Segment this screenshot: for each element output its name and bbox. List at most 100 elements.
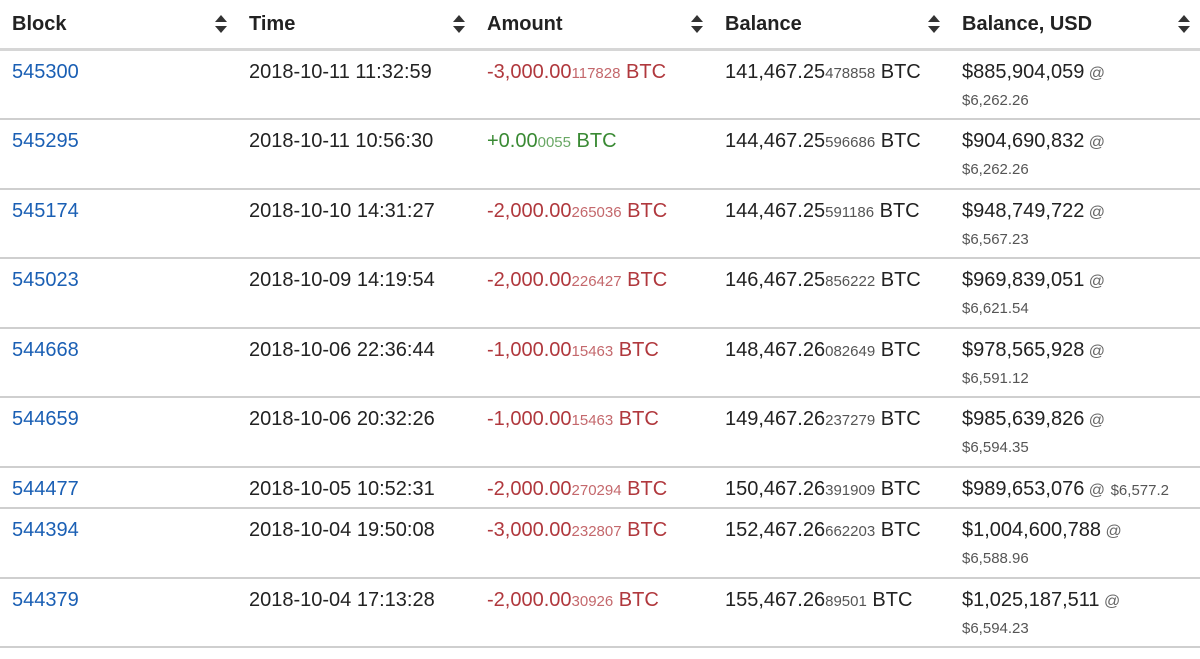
header-balance-usd[interactable]: Balance, USD: [950, 0, 1200, 51]
cell-balance-usd: $989,653,076 @ $6,577.2: [950, 467, 1200, 510]
block-link[interactable]: 544477: [12, 478, 79, 501]
usd-value: $989,653,076: [962, 478, 1085, 501]
cell-balance: 148,467.26082649 BTC: [713, 327, 950, 399]
usd-rate: $6,567.23: [962, 230, 1029, 248]
header-balance[interactable]: Balance: [713, 0, 950, 51]
amount-small-digits: 232807: [571, 523, 622, 541]
balance-main: 141,467.25: [725, 61, 826, 83]
cell-time: 2018-10-11 10:56:30: [237, 119, 475, 190]
table-row: 545295 2018-10-11 10:56:30 +0.000055 BTC 14…: [0, 119, 1200, 190]
time-text: 2018-10-11 11:32:59: [249, 61, 432, 83]
amount-main: -2,000.00: [487, 199, 572, 222]
usd-rate: $6,588.96: [962, 550, 1029, 568]
header-time[interactable]: Time: [237, 0, 475, 51]
usd-value: $885,904,059: [962, 61, 1085, 83]
cell-block: 545023: [0, 258, 237, 329]
sort-updown-icon[interactable]: [691, 15, 703, 33]
at-symbol: @: [1084, 482, 1106, 500]
amount-value: -2,000.00265036 BTC: [487, 200, 667, 222]
balance-unit: BTC: [875, 519, 921, 542]
balance-small-digits: 591186: [825, 203, 875, 221]
cell-balance: 144,467.25591186 BTC: [713, 188, 950, 260]
balance-main: 149,467.26: [725, 408, 826, 431]
block-link[interactable]: 544659: [12, 408, 79, 431]
cell-block: 545174: [0, 188, 237, 260]
cell-balance: 141,467.25478858 BTC: [713, 49, 950, 121]
block-link[interactable]: 544394: [12, 519, 79, 542]
sort-updown-icon[interactable]: [453, 15, 465, 33]
at-symbol: @: [1084, 412, 1106, 430]
table-row: 544394 2018-10-04 19:50:08 -3,000.00232807…: [0, 508, 1200, 579]
amount-value: -1,000.0015463 BTC: [487, 408, 659, 430]
at-symbol: @: [1084, 342, 1106, 360]
at-symbol: @: [1084, 134, 1106, 152]
balance-unit: BTC: [875, 130, 921, 153]
balance-main: 148,467.26: [725, 338, 826, 361]
amount-small-digits: 30926: [571, 592, 614, 610]
amount-value: +0.000055 BTC: [487, 130, 617, 152]
amount-main: -3,000.00: [487, 61, 572, 83]
amount-small-digits: 226427: [571, 273, 622, 291]
cell-time: 2018-10-09 14:19:54: [237, 258, 475, 329]
cell-block: 545300: [0, 49, 237, 121]
usd-value: $1,025,187,511: [962, 588, 1100, 611]
amount-value: -2,000.00270294 BTC: [487, 478, 667, 500]
cell-balance: 155,467.2689501 BTC: [713, 577, 950, 649]
amount-unit: BTC: [620, 61, 667, 83]
usd-rate: $6,577.2: [1110, 482, 1169, 500]
amount-value: -2,000.0030926 BTC: [487, 589, 659, 611]
block-link[interactable]: 545023: [12, 269, 79, 292]
cell-amount: -1,000.0015463 BTC: [475, 327, 713, 399]
usd-value: $985,639,826: [962, 408, 1085, 431]
usd-value: $978,565,928: [962, 338, 1085, 361]
usd-rate: $6,262.26: [962, 161, 1029, 179]
cell-balance-usd: $985,639,826 @ $6,594.35: [950, 397, 1200, 469]
time-text: 2018-10-04 17:13:28: [249, 588, 435, 611]
amount-unit: BTC: [621, 269, 668, 292]
block-link[interactable]: 545295: [12, 130, 79, 153]
time-text: 2018-10-06 22:36:44: [249, 338, 435, 361]
balance-small-digits: 596686: [825, 134, 876, 152]
balance-unit: BTC: [874, 199, 920, 222]
balance-small-digits: 082649: [825, 342, 876, 360]
balance-small-digits: 662203: [825, 523, 876, 541]
usd-value: $969,839,051: [962, 269, 1085, 292]
balance-unit: BTC: [875, 61, 921, 83]
balance-small-digits: 856222: [825, 273, 876, 291]
balance-main: 146,467.25: [725, 269, 826, 292]
cell-balance: 152,467.26662203 BTC: [713, 508, 950, 579]
cell-balance-usd: $904,690,832 @ $6,262.26: [950, 119, 1200, 190]
balance-small-digits: 478858: [825, 65, 876, 82]
amount-value: -2,000.00226427 BTC: [487, 269, 667, 291]
usd-value: $948,749,722: [962, 199, 1085, 222]
block-link[interactable]: 544379: [12, 588, 79, 611]
balance-unit: BTC: [875, 338, 921, 361]
cell-amount: -2,000.0030926 BTC: [475, 577, 713, 649]
usd-rate: $6,594.35: [962, 439, 1029, 457]
table-row: 544659 2018-10-06 20:32:26 -1,000.0015463 …: [0, 397, 1200, 469]
amount-main: -2,000.00: [487, 588, 572, 611]
block-link[interactable]: 545300: [12, 61, 79, 83]
time-text: 2018-10-09 14:19:54: [249, 269, 435, 292]
block-link[interactable]: 545174: [12, 199, 79, 222]
cell-block: 544379: [0, 577, 237, 649]
sort-updown-icon[interactable]: [215, 15, 227, 33]
cell-amount: +0.000055 BTC: [475, 119, 713, 190]
amount-unit: BTC: [613, 588, 659, 611]
balance-small-digits: 391909: [825, 482, 876, 500]
sort-updown-icon[interactable]: [928, 15, 940, 33]
at-symbol: @: [1099, 592, 1121, 610]
cell-time: 2018-10-04 17:13:28: [237, 577, 475, 649]
header-label: Amount: [487, 12, 563, 35]
sort-updown-icon[interactable]: [1178, 15, 1190, 33]
balance-unit: BTC: [866, 588, 913, 611]
table-row: 545174 2018-10-10 14:31:27 -2,000.00265036…: [0, 188, 1200, 260]
header-amount[interactable]: Amount: [475, 0, 713, 51]
amount-main: -3,000.00: [487, 519, 572, 542]
cell-balance-usd: $1,025,187,511 @ $6,594.23: [950, 577, 1200, 649]
header-block[interactable]: Block: [0, 0, 237, 51]
usd-value: $1,004,600,788: [962, 519, 1102, 542]
block-link[interactable]: 544668: [12, 338, 79, 361]
cell-amount: -3,000.00117828 BTC: [475, 49, 713, 121]
